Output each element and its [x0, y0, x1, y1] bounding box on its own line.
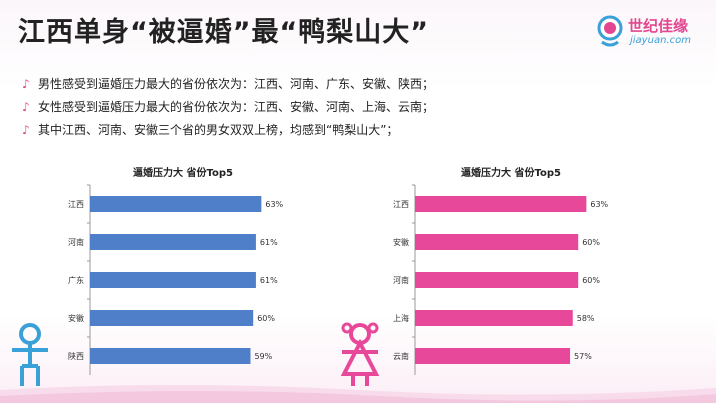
category-label: 安徽 — [68, 313, 84, 323]
bar — [415, 272, 579, 288]
data-label: 61% — [260, 238, 278, 247]
bullet-text: 其中江西、河南、安徽三个省的男女双双上榜，均感到“鸭梨山大”； — [38, 123, 399, 137]
bullet-list: ♪ 男性感受到逼婚压力最大的省份依次为：江西、河南、广东、安徽、陕西； ♪ 女性… — [22, 72, 434, 141]
category-label: 广东 — [68, 275, 84, 285]
male-figure-icon — [12, 323, 48, 386]
data-label: 60% — [582, 276, 600, 285]
category-label: 河南 — [393, 275, 409, 285]
music-note-icon: ♪ — [22, 99, 30, 114]
data-label: 60% — [582, 238, 600, 247]
female-bar-chart: 江西 63% 安徽 60% 河南 60% 上海 58% 云南 57% — [393, 184, 609, 375]
decorative-wave — [0, 385, 716, 403]
data-label: 60% — [257, 314, 275, 323]
category-label: 安徽 — [393, 237, 409, 247]
page-title: 江西单身“被逼婚”最“鸭梨山大” — [18, 17, 429, 48]
bullet-text: 女性感受到逼婚压力最大的省份依次为：江西、安徽、河南、上海、云南； — [38, 100, 435, 114]
female-figure-icon — [340, 322, 380, 386]
male-chart-title: 逼婚压力大 省份Top5 — [133, 168, 233, 179]
mascot-icon — [597, 15, 623, 47]
data-label: 57% — [574, 352, 592, 361]
data-label: 63% — [590, 200, 608, 209]
bullet-item: ♪ 其中江西、河南、安徽三个省的男女双双上榜，均感到“鸭梨山大”； — [22, 118, 434, 141]
data-label: 61% — [260, 276, 278, 285]
bullet-item: ♪ 男性感受到逼婚压力最大的省份依次为：江西、河南、广东、安徽、陕西； — [22, 72, 434, 95]
category-label: 上海 — [393, 313, 409, 323]
bar — [415, 234, 579, 250]
category-label: 江西 — [68, 200, 84, 209]
bar — [415, 196, 587, 212]
logo-name: 世纪佳缘 — [628, 17, 689, 35]
data-label: 63% — [265, 200, 283, 209]
music-note-icon: ♪ — [22, 122, 30, 137]
bar — [90, 196, 262, 212]
bar — [90, 348, 251, 364]
category-label: 云南 — [393, 351, 409, 361]
category-label: 陕西 — [68, 351, 84, 361]
category-label: 河南 — [68, 237, 84, 247]
category-label: 江西 — [393, 200, 409, 209]
bar — [415, 348, 571, 364]
data-label: 58% — [577, 314, 595, 323]
bullet-text: 男性感受到逼婚压力最大的省份依次为：江西、河南、广东、安徽、陕西； — [38, 77, 435, 91]
bar — [90, 310, 254, 326]
data-label: 59% — [254, 352, 272, 361]
bar — [90, 234, 256, 250]
brand-logo: 世纪佳缘 jiayuan.com — [594, 14, 698, 50]
bar — [415, 310, 573, 326]
bullet-item: ♪ 女性感受到逼婚压力最大的省份依次为：江西、安徽、河南、上海、云南； — [22, 95, 434, 118]
bar — [90, 272, 256, 288]
music-note-icon: ♪ — [22, 76, 30, 91]
male-bar-chart: 江西 63% 河南 61% 广东 61% 安徽 60% 陕西 59% — [68, 184, 284, 375]
female-chart-title: 逼婚压力大 省份Top5 — [461, 168, 561, 179]
logo-domain: jiayuan.com — [630, 35, 691, 46]
